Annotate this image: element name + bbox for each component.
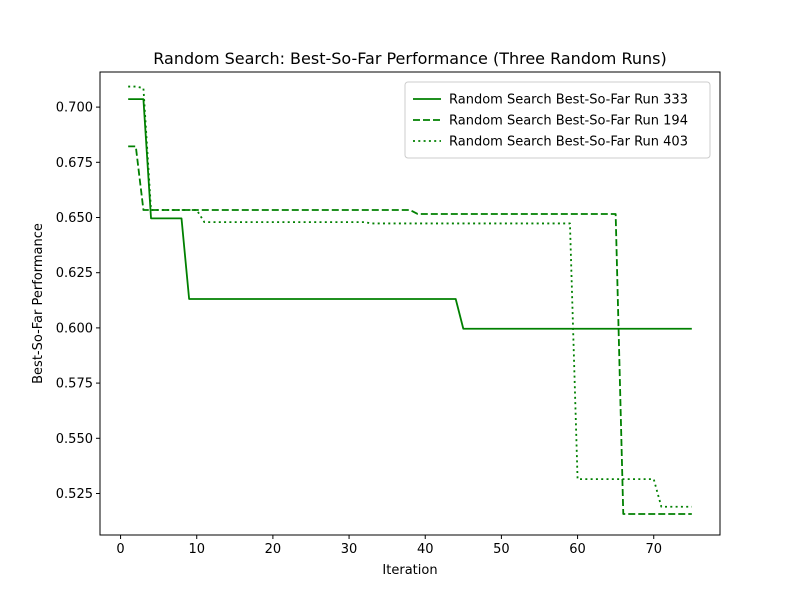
y-tick-label: 0.575	[56, 377, 93, 392]
legend-label-2: Random Search Best-So-Far Run 194	[449, 114, 688, 129]
series-line-1	[128, 98, 692, 330]
x-tick-label: 70	[645, 542, 662, 557]
x-tick-label: 0	[116, 542, 124, 557]
y-tick-label: 0.600	[56, 321, 93, 336]
axes: 0 10 20 30 40 50 60 70 0.525 0.550 0.575 0.600 0.625…	[56, 101, 662, 557]
series-layer	[128, 85, 692, 515]
x-tick-label: 60	[569, 542, 586, 557]
x-tick-label: 40	[417, 542, 434, 557]
legend-box	[404, 81, 711, 159]
legend: Random Search Best-So-Far Run 333 Random …	[404, 81, 711, 159]
chart-title: Random Search: Best-So-Far Performance (…	[153, 49, 666, 68]
x-tick-label: 20	[265, 542, 282, 557]
y-tick-label: 0.675	[56, 156, 93, 171]
x-tick-label: 50	[493, 542, 510, 557]
legend-label-1: Random Search Best-So-Far Run 333	[449, 93, 688, 108]
x-axis-label: Iteration	[382, 563, 437, 578]
y-tick-label: 0.625	[56, 266, 93, 281]
y-tick-label: 0.525	[56, 487, 93, 502]
y-axis-label: Best-So-Far Performance	[31, 223, 46, 384]
legend-label-3: Random Search Best-So-Far Run 403	[449, 135, 688, 150]
series-line-2	[128, 145, 692, 515]
x-tick-label: 30	[341, 542, 358, 557]
y-tick-label: 0.700	[56, 101, 93, 116]
x-tick-label: 10	[188, 542, 205, 557]
y-tick-label: 0.550	[56, 432, 93, 447]
plot-frame	[99, 71, 721, 536]
y-tick-label: 0.650	[56, 211, 93, 226]
